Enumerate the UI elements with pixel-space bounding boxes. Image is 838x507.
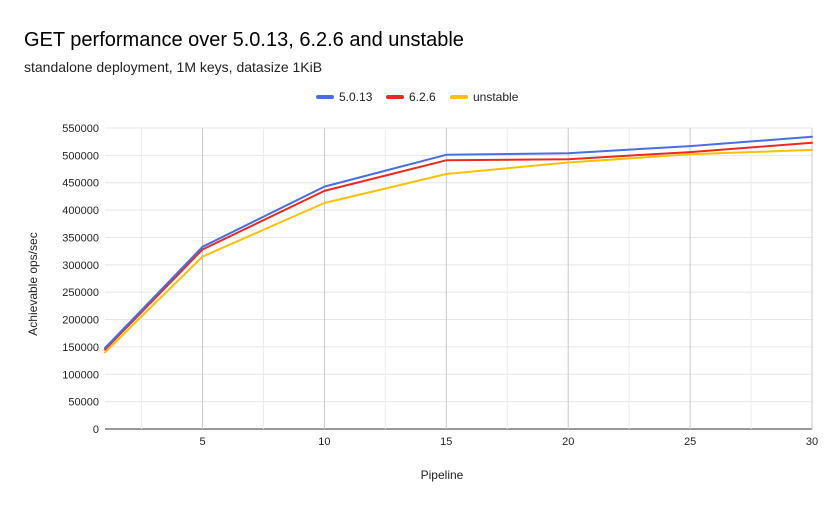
y-tick-label: 450000 [62,178,99,190]
y-tick-label: 150000 [62,342,99,354]
y-axis-label: Achievable ops/sec [26,232,40,335]
x-axis-label: Pipeline [421,468,464,482]
y-tick-label: 200000 [62,315,99,327]
y-tick-label: 250000 [62,287,99,299]
legend-label: 6.2.6 [409,90,436,104]
legend-item-5-0-13[interactable]: 5.0.13 [316,90,373,104]
series-line-5-0-13 [104,135,813,349]
y-tick-label: 100000 [62,369,99,381]
grid [105,127,813,430]
x-tick-label: 30 [806,436,818,448]
y-tick-label: 0 [93,424,99,436]
legend-item-6-2-6[interactable]: 6.2.6 [386,90,436,104]
y-axis-ticks: 0 50000 100000 150000 200000 250000 300000 3500… [62,123,99,436]
x-tick-label: 10 [318,436,330,448]
x-tick-label: 25 [684,436,696,448]
x-tick-label: 15 [440,436,452,448]
series-line-unstable [104,148,813,354]
legend-label: 5.0.13 [339,90,373,104]
series-lines [104,135,813,354]
x-tick-label: 20 [562,436,574,448]
x-tick-label: 5 [199,436,205,448]
legend[interactable]: 5.0.13 6.2.6 unstable [316,90,519,104]
y-tick-label: 350000 [62,232,99,244]
chart-subtitle: standalone deployment, 1M keys, datasize… [24,59,322,75]
y-tick-label: 550000 [62,123,99,135]
legend-item-unstable[interactable]: unstable [450,90,519,104]
x-axis-ticks: 5 10 15 20 25 30 [199,436,818,448]
y-tick-label: 300000 [62,260,99,272]
chart-title: GET performance over 5.0.13, 6.2.6 and u… [24,29,464,51]
y-tick-label: 400000 [62,205,99,217]
legend-label: unstable [473,90,519,104]
y-tick-label: 50000 [68,397,99,409]
y-tick-label: 500000 [62,150,99,162]
series-line-6-2-6 [104,141,813,351]
